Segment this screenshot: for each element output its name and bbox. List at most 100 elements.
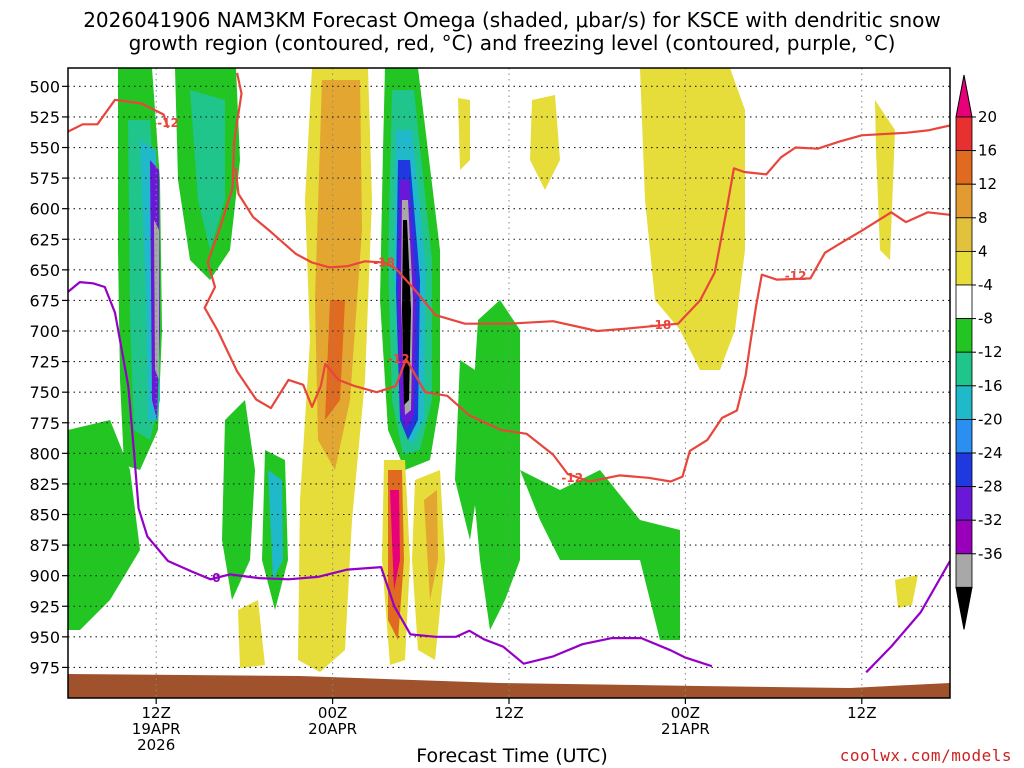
omega-region-yellow-right2 xyxy=(530,95,560,190)
y-tick-label: 525 xyxy=(29,108,60,127)
colorbar-label: 12 xyxy=(978,175,997,193)
contour-line xyxy=(67,281,713,668)
y-tick-label: 925 xyxy=(29,597,60,616)
colorbar-segment xyxy=(955,217,973,252)
colorbar-label: -12 xyxy=(978,343,1003,361)
y-tick-label: 750 xyxy=(29,383,60,402)
y-axis: 500 525 550 575 600 625 650 675 700 725 750 775 800 8… xyxy=(29,77,68,677)
chart-title-line-2: growth region (contoured, red, °C) and f… xyxy=(128,31,896,55)
y-tick-label: 700 xyxy=(29,322,60,341)
colorbar-label: -20 xyxy=(978,410,1003,428)
colorbar-segment xyxy=(955,418,973,454)
contour-label: -12 xyxy=(157,116,179,130)
x-axis-title: Forecast Time (UTC) xyxy=(416,745,608,767)
omega-region-yellow-lowmid xyxy=(238,600,265,668)
colorbar-segment xyxy=(955,385,973,420)
omega-region-cyan-mid xyxy=(268,470,283,580)
colorbar-segment xyxy=(955,284,973,319)
contour-lines xyxy=(67,72,951,674)
y-tick-label: 875 xyxy=(29,536,60,555)
chart-title-line-1: 2026041906 NAM3KM Forecast Omega (shaded… xyxy=(83,8,941,32)
contour-labels: -12 -18 -12 -18 -12 -12 0 xyxy=(157,116,806,585)
colorbar-segment xyxy=(955,116,973,151)
y-tick-label: 550 xyxy=(29,139,60,158)
contour-line xyxy=(67,98,170,133)
colorbar-label: 16 xyxy=(978,142,997,160)
x-tick-label: 2026 xyxy=(137,736,175,754)
colorbar-bottom-arrow xyxy=(955,586,973,630)
omega-region-yellow-farright xyxy=(875,100,895,260)
contour-label: -12 xyxy=(561,471,583,485)
y-tick-label: 975 xyxy=(29,658,60,677)
site-credit: coolwx.com/models xyxy=(839,746,1012,765)
omega-shading xyxy=(68,68,950,698)
y-tick-label: 500 xyxy=(29,77,60,96)
colorbar-segment xyxy=(955,250,973,286)
omega-region-yellow-farright2 xyxy=(895,575,918,608)
omega-region-orange-center xyxy=(315,80,362,470)
y-tick-label: 675 xyxy=(29,291,60,310)
contour-line xyxy=(865,560,951,674)
colorbar-segment xyxy=(955,318,973,353)
y-tick-label: 950 xyxy=(29,628,60,647)
omega-region-green-mid xyxy=(222,400,255,600)
x-tick-label: 19APR xyxy=(132,720,181,738)
colorbar-label: -8 xyxy=(978,310,993,328)
x-tick-label: 12Z xyxy=(847,704,876,722)
colorbar-label: -24 xyxy=(978,444,1003,462)
omega-region-yellow-right3 xyxy=(458,98,470,170)
colorbar-segment xyxy=(955,519,973,555)
omega-region-black-core xyxy=(402,220,411,405)
colorbar-label: -16 xyxy=(978,377,1003,395)
colorbar-label: -32 xyxy=(978,511,1003,529)
omega-region-yellow-right xyxy=(640,68,745,370)
colorbar-label: 4 xyxy=(978,242,988,260)
omega-region-green-right xyxy=(470,300,520,630)
contour-label: -18 xyxy=(650,318,672,332)
y-tick-label: 800 xyxy=(29,444,60,463)
y-tick-label: 575 xyxy=(29,169,60,188)
colorbar-label: -28 xyxy=(978,478,1003,496)
x-tick-label: 20APR xyxy=(308,720,357,738)
contour-line xyxy=(234,124,951,333)
x-tick-label: 12Z xyxy=(142,704,171,722)
contour-label: -12 xyxy=(388,352,410,366)
colorbar-label: 20 xyxy=(978,108,997,126)
colorbar-label: -4 xyxy=(978,276,993,294)
omega-region-teal-upper xyxy=(190,90,225,250)
colorbar-segment xyxy=(955,452,973,487)
contour-label: -12 xyxy=(785,269,807,283)
colorbar-label: 8 xyxy=(978,209,988,227)
grid-lines xyxy=(68,68,950,698)
x-tick-label: 12Z xyxy=(494,704,523,722)
contour-label: 0 xyxy=(212,571,220,585)
y-tick-label: 650 xyxy=(29,261,60,280)
colorbar-segment xyxy=(955,553,973,588)
y-tick-label: 725 xyxy=(29,353,60,372)
x-tick-label: 00Z xyxy=(671,704,700,722)
contour-line xyxy=(203,72,951,483)
colorbar-segment xyxy=(955,351,973,387)
omega-region-green-right3 xyxy=(520,470,680,640)
colorbar-segment xyxy=(955,150,973,185)
y-tick-label: 825 xyxy=(29,475,60,494)
omega-region-deep-orange-center xyxy=(325,300,345,420)
omega-region-green-lowleft xyxy=(68,420,140,630)
colorbar-segment xyxy=(955,486,973,521)
y-tick-label: 775 xyxy=(29,414,60,433)
ground-terrain xyxy=(68,674,950,698)
y-tick-label: 900 xyxy=(29,567,60,586)
omega-region-green-right2 xyxy=(455,360,480,540)
y-tick-label: 600 xyxy=(29,200,60,219)
contour-label: -18 xyxy=(373,256,395,270)
colorbar-label: -36 xyxy=(978,545,1003,563)
x-tick-label: 21APR xyxy=(661,720,710,738)
x-tick-label: 00Z xyxy=(318,704,347,722)
colorbar-segment xyxy=(955,183,973,219)
colorbar: 20 16 12 8 4 -4 -8 -12 -16 -20 -24 -28 -32 -36 xyxy=(955,74,1003,630)
y-tick-label: 625 xyxy=(29,230,60,249)
colorbar-top-arrow xyxy=(955,74,973,118)
y-tick-label: 850 xyxy=(29,506,60,525)
